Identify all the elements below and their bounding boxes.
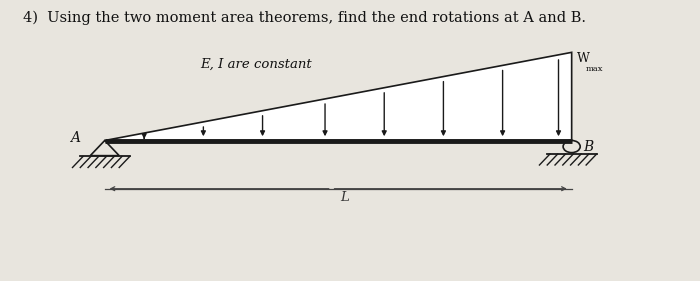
Text: W: W	[577, 52, 590, 65]
Text: 4)  Using the two moment area theorems, find the end rotations at A and B.: 4) Using the two moment area theorems, f…	[22, 11, 585, 26]
Text: L: L	[340, 191, 349, 205]
Text: A: A	[70, 131, 80, 145]
Polygon shape	[105, 52, 572, 140]
Text: E, I are constant: E, I are constant	[200, 58, 312, 71]
Text: B: B	[584, 140, 594, 153]
Text: max: max	[586, 65, 603, 73]
